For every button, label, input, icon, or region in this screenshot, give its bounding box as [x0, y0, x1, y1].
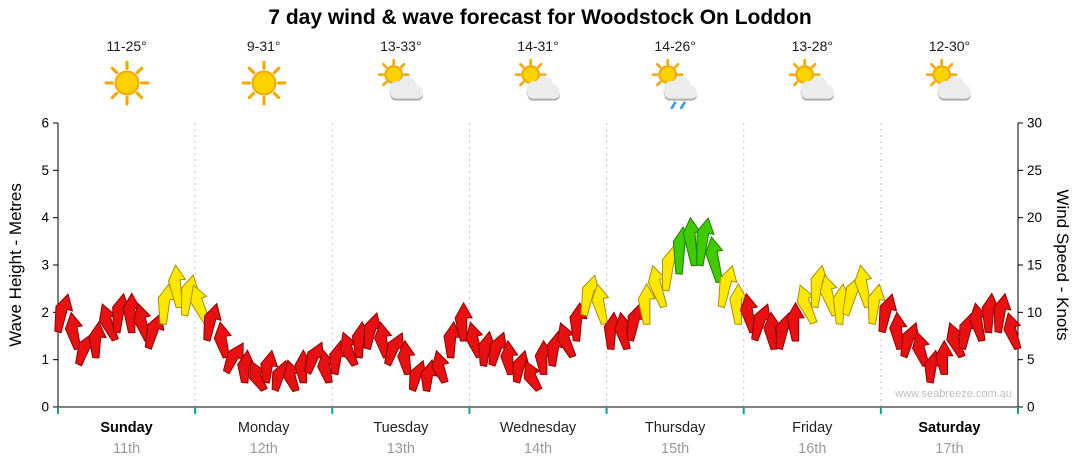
wind-arrow [260, 349, 279, 384]
day-header: 13-33° [332, 38, 469, 109]
wind-arrow [993, 292, 1012, 334]
day-date: 12th [249, 441, 278, 457]
day-header: 11-25° [58, 38, 195, 109]
right-tick-label: 0 [1027, 400, 1035, 415]
showers-icon [650, 59, 700, 109]
wind-arrow [637, 282, 657, 325]
partly-cloudy-icon [787, 59, 837, 109]
left-tick-label: 1 [41, 352, 49, 367]
day-date: 15th [661, 441, 690, 457]
left-tick-label: 0 [41, 400, 49, 415]
right-tick-label: 5 [1027, 352, 1035, 367]
right-tick-label: 30 [1027, 116, 1042, 131]
wind-arrow [878, 293, 898, 334]
day-name: Friday [792, 420, 833, 436]
day-label: Monday 12th [195, 420, 332, 457]
day-label: Saturday 17th [881, 420, 1018, 457]
sunny-icon [239, 59, 289, 109]
page-title: 7 day wind & wave forecast for Woodstock… [268, 6, 812, 29]
temp-range: 11-25° [106, 38, 147, 54]
wind-arrow [717, 264, 738, 309]
wind-arrow [88, 320, 107, 359]
right-tick-label: 15 [1027, 258, 1042, 273]
sunny-icon [102, 59, 152, 109]
wind-arrow [696, 217, 715, 267]
day-header: 13-28° [744, 38, 881, 109]
day-date: 17th [935, 441, 964, 457]
partly-cloudy-icon [513, 59, 563, 109]
day-header: 14-31° [469, 38, 606, 109]
day-label: Thursday 15th [607, 420, 744, 457]
day-date: 11th [112, 441, 141, 457]
day-date: 13th [386, 441, 415, 457]
day-name: Tuesday [373, 420, 429, 436]
wind-arrow [431, 349, 450, 384]
watermark: www.seabreeze.com.au [895, 388, 1012, 400]
wind-arrow [144, 312, 165, 350]
day-header: 12-30° [881, 38, 1018, 109]
day-header: 9-31° [195, 38, 332, 109]
left-tick-label: 2 [41, 305, 49, 320]
wind-arrow [867, 283, 886, 326]
day-name: Monday [237, 420, 290, 436]
temp-range: 12-30° [928, 38, 971, 54]
temp-range: 14-31° [517, 38, 559, 54]
temp-range: 13-33° [380, 38, 422, 54]
temp-range: 9-31° [246, 38, 281, 54]
wind-arrow [54, 293, 74, 334]
left-tick-label: 5 [41, 163, 49, 178]
right-tick-label: 20 [1027, 210, 1042, 225]
day-label: Wednesday 14th [469, 420, 606, 457]
left-tick-label: 3 [41, 258, 49, 273]
wind-arrow [935, 339, 954, 375]
day-labels-row: Sunday 11th Monday 12th Tuesday 13th Wednesday… [58, 420, 1018, 457]
day-date: 14th [523, 441, 553, 457]
partly-cloudy-icon [924, 59, 974, 109]
day-header: 14-26° [607, 38, 744, 109]
left-tick-label: 4 [41, 210, 49, 225]
day-name: Saturday [918, 420, 981, 436]
wind-arrow [786, 301, 805, 342]
wind-arrow [203, 302, 222, 342]
day-headers-row: 11-25° 9-31° 13-33° 14-31° 14-26° 13-28° 12-30… [58, 38, 1018, 109]
day-name: Thursday [644, 420, 706, 436]
day-label: Friday 16th [744, 420, 881, 457]
day-label: Tuesday 13th [332, 420, 469, 457]
temp-range: 13-28° [791, 38, 833, 54]
left-tick-label: 6 [41, 116, 49, 131]
day-label: Sunday 11th [58, 420, 195, 457]
day-name: Wednesday [499, 420, 577, 436]
right-tick-label: 25 [1027, 163, 1042, 178]
right-tick-label: 10 [1027, 305, 1042, 320]
day-date: 16th [798, 441, 827, 457]
day-name: Sunday [100, 420, 153, 436]
partly-cloudy-icon [376, 59, 426, 109]
wind-arrow [1003, 311, 1022, 351]
temp-range: 14-26° [654, 38, 696, 54]
